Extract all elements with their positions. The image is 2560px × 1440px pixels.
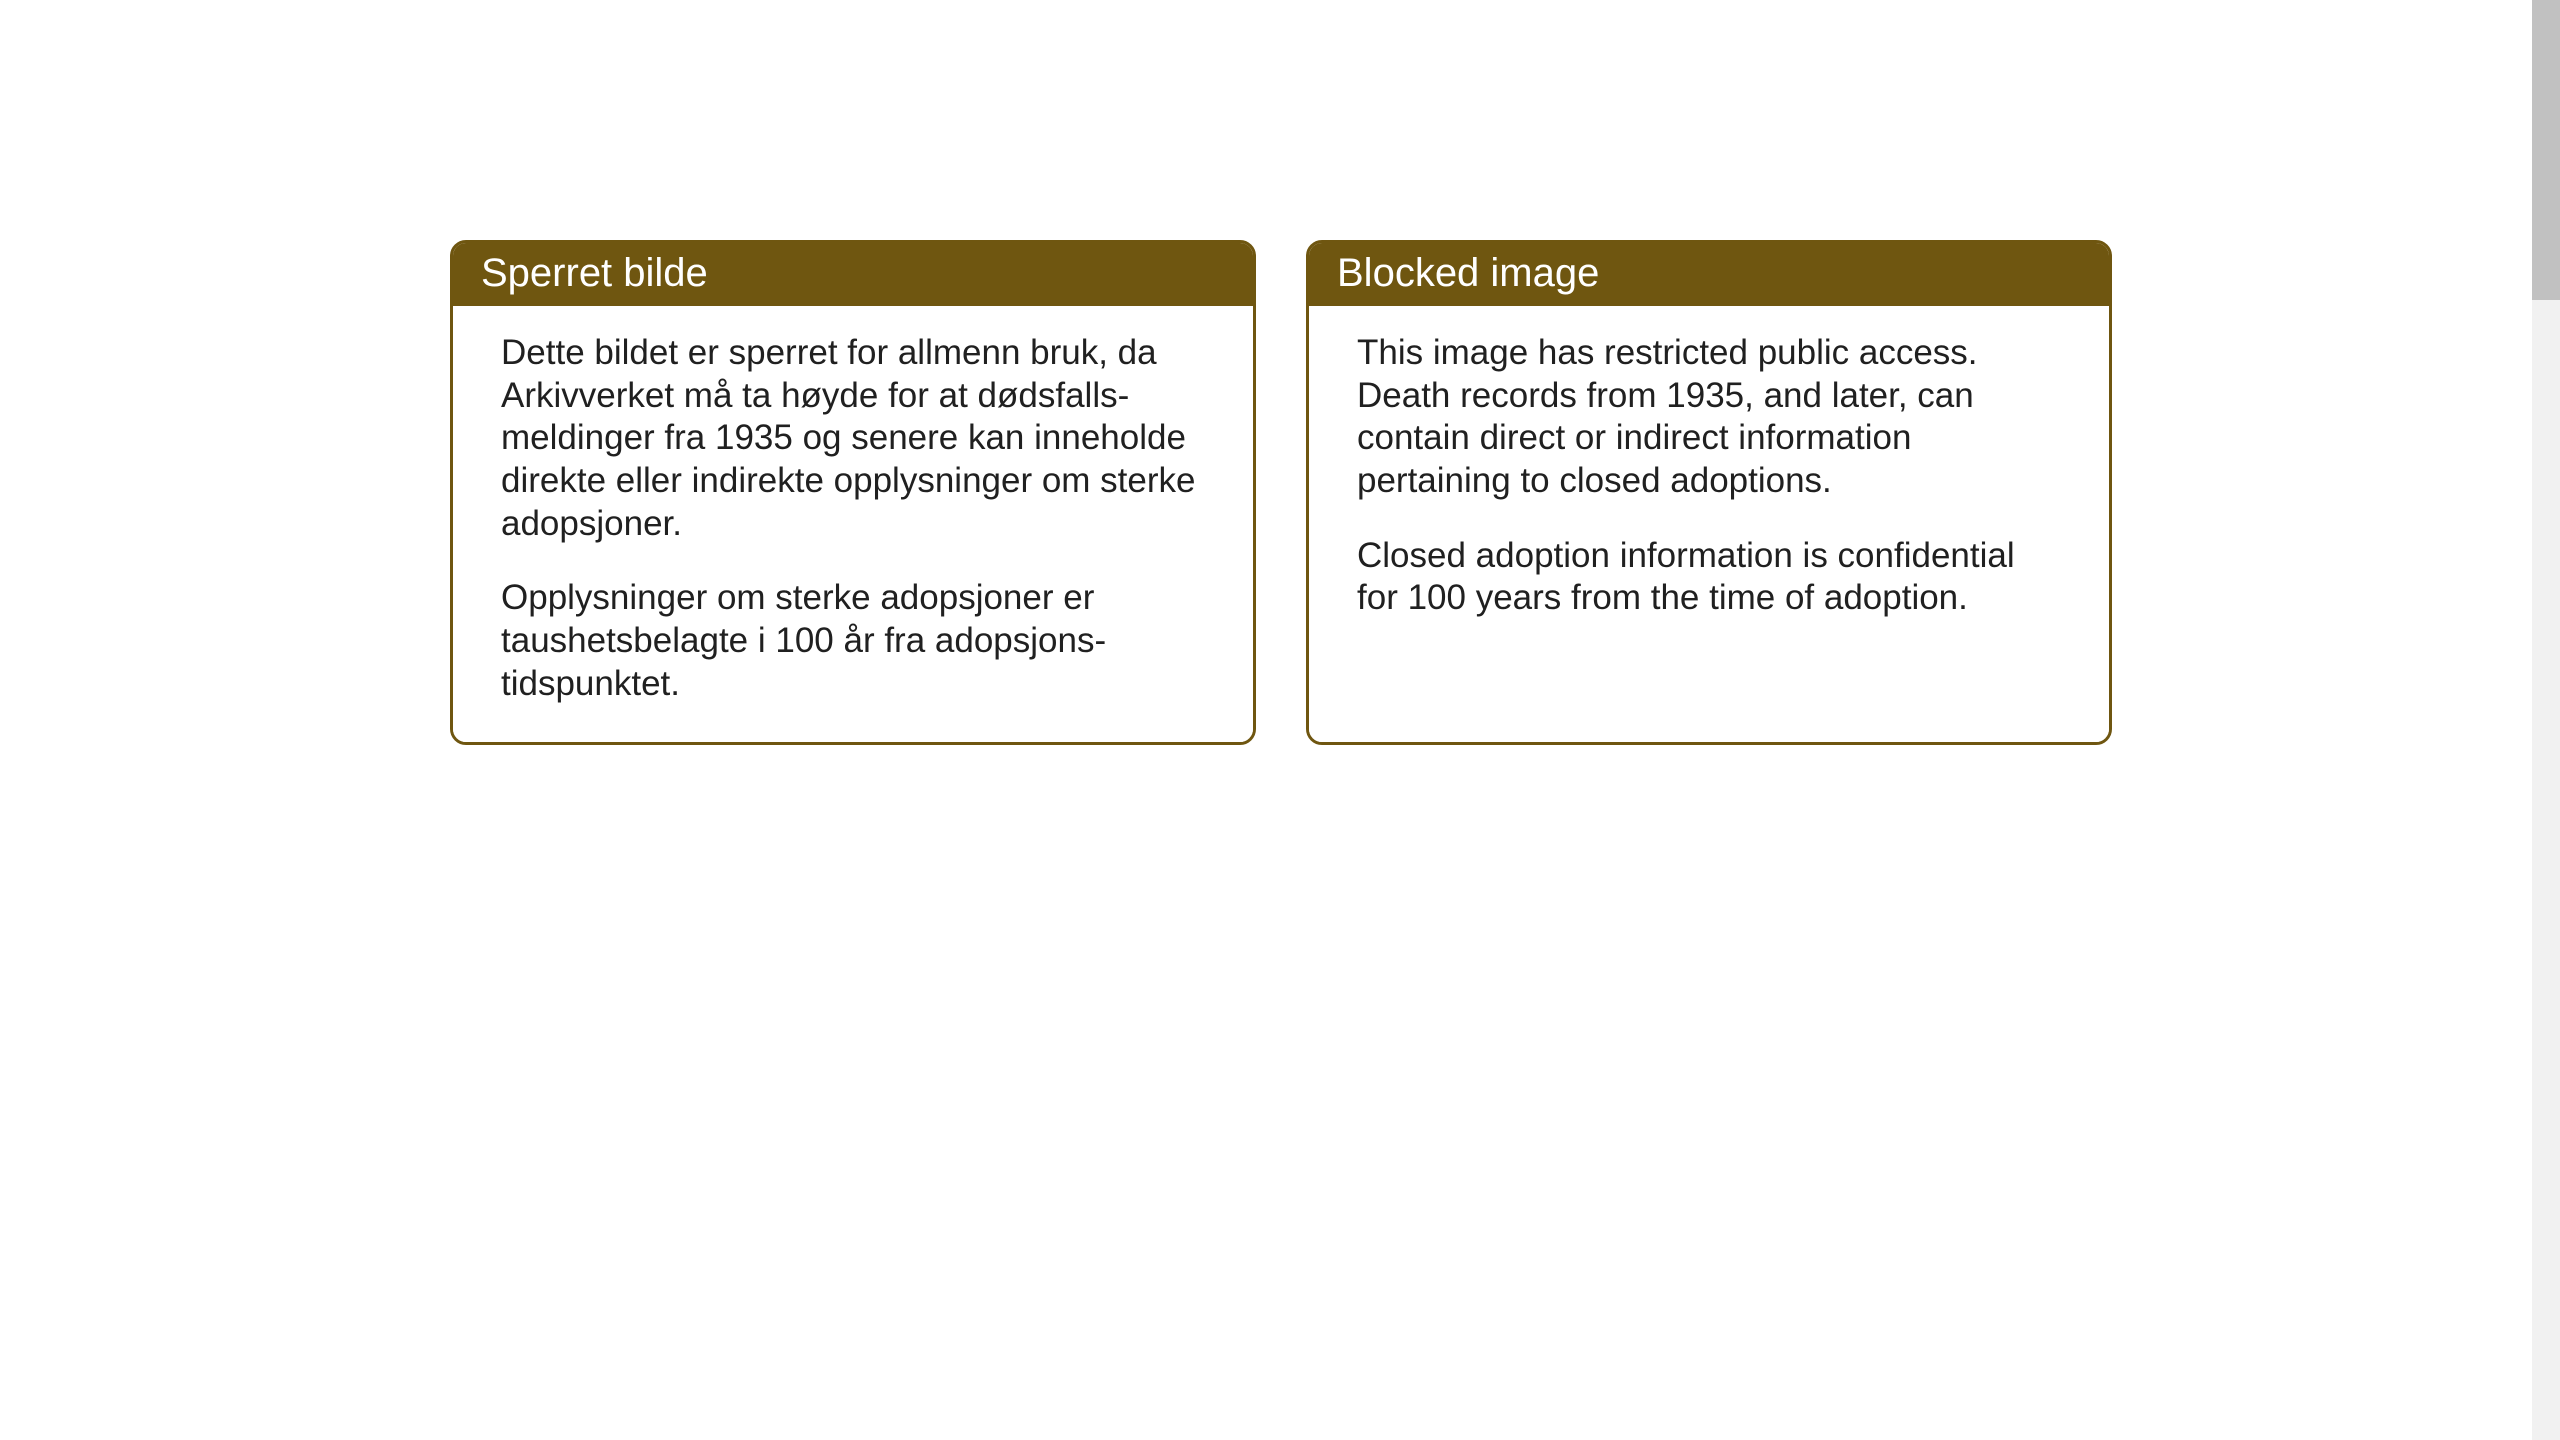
notice-box-english: Blocked image This image has restricted … xyxy=(1306,240,2112,745)
notice-para1-norwegian: Dette bildet er sperret for allmenn bruk… xyxy=(501,332,1205,545)
notice-header-english: Blocked image xyxy=(1309,243,2109,306)
notice-box-norwegian: Sperret bilde Dette bildet er sperret fo… xyxy=(450,240,1256,745)
notice-para2-norwegian: Opplysninger om sterke adopsjoner er tau… xyxy=(501,577,1205,705)
notice-header-norwegian: Sperret bilde xyxy=(453,243,1253,306)
notice-para1-english: This image has restricted public access.… xyxy=(1357,332,2061,503)
notice-body-norwegian: Dette bildet er sperret for allmenn bruk… xyxy=(453,306,1253,742)
scrollbar-track[interactable] xyxy=(2532,0,2560,1440)
notice-body-english: This image has restricted public access.… xyxy=(1309,306,2109,742)
notice-para2-english: Closed adoption information is confident… xyxy=(1357,535,2061,620)
notice-container: Sperret bilde Dette bildet er sperret fo… xyxy=(450,240,2112,745)
scrollbar-thumb[interactable] xyxy=(2532,0,2560,300)
